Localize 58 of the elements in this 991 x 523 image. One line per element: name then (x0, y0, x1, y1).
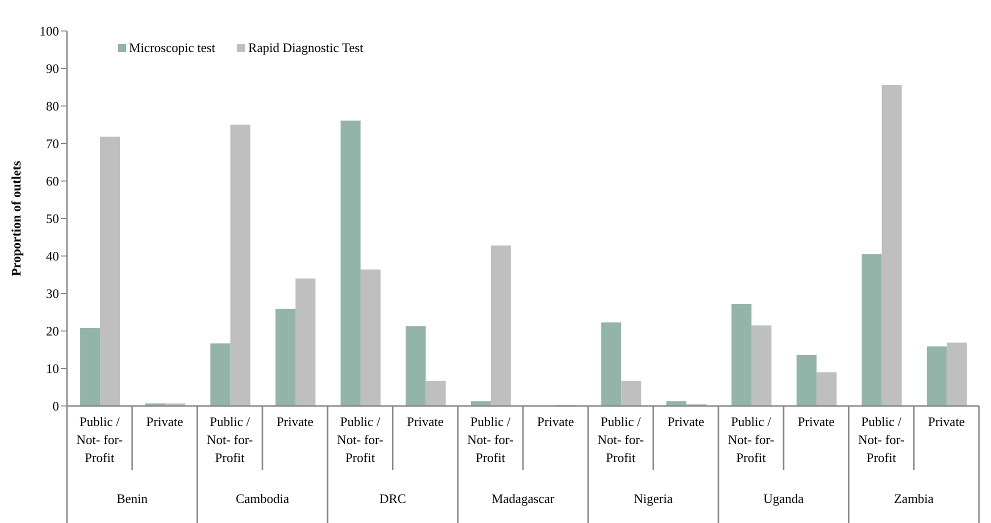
bar (406, 326, 426, 406)
y-tick-label: 10 (46, 361, 59, 376)
x-tick-label: Public / Not- for-Profit (858, 414, 904, 465)
x-tick-label: Public / Not- for-Profit (336, 414, 384, 465)
bar (862, 254, 882, 406)
x-tick-label: Public / Not- for-Profit (598, 414, 644, 465)
legend-label: Rapid Diagnostic Test (248, 40, 364, 56)
text: Uganda (763, 491, 804, 506)
y-tick-label: 30 (46, 286, 59, 302)
bar (926, 346, 947, 406)
text: Benin (116, 491, 148, 506)
y-tick-label: 50 (46, 211, 59, 226)
y-tick-label: 40 (46, 248, 59, 264)
y-tick-label: 90 (46, 61, 59, 76)
bar (621, 380, 642, 406)
bar (340, 120, 361, 406)
y-tick-label: 20 (46, 324, 59, 339)
bar (731, 304, 752, 406)
bar (80, 328, 100, 406)
bar (946, 342, 967, 406)
text: DRC (379, 491, 406, 506)
bar (666, 401, 686, 406)
x-tick-label: Private (537, 414, 574, 429)
text: Zambia (894, 491, 934, 506)
x-tick-label: Private (798, 414, 835, 429)
x-tick-label: Private (928, 414, 966, 429)
bar (796, 355, 817, 406)
x-tick-label: Public / Not- for-Profit (467, 414, 514, 465)
bar (426, 380, 446, 406)
x-tick-label: Private (276, 414, 314, 429)
bar (360, 270, 381, 406)
y-tick-label: 80 (46, 98, 59, 114)
bar (601, 322, 622, 406)
bar (275, 308, 296, 406)
y-tick-label: 0 (52, 398, 59, 414)
x-tick-label: Public / Not- for-Profit (206, 414, 254, 465)
bar (882, 85, 902, 406)
x-tick-label: Private (146, 414, 184, 429)
y-axis-title: Proportion of outlets (8, 160, 24, 276)
x-tick-label: Public / Not- for-Profit (76, 414, 123, 465)
x-tick-label: Public / Not- for-Profit (728, 414, 774, 465)
bar (210, 343, 230, 406)
legend-label: Microscopic test (129, 40, 216, 56)
y-tick-label: 60 (46, 174, 59, 189)
bar (816, 372, 837, 406)
bar (230, 124, 250, 406)
bar (470, 401, 491, 406)
bar (751, 325, 772, 406)
bar (100, 136, 120, 406)
x-tick-label: Private (406, 414, 444, 429)
text: Madagascar (492, 491, 556, 506)
y-tick-label: 70 (46, 136, 59, 152)
bar (490, 246, 511, 406)
text: Nigeria (634, 491, 674, 506)
text: Cambodia (236, 491, 290, 506)
x-tick-label: Private (667, 414, 704, 429)
y-tick-label: 100 (40, 24, 59, 39)
bar (295, 278, 316, 406)
